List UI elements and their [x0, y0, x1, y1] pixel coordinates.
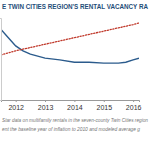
x-tick-mark [133, 100, 134, 102]
x-tick-label: 2016 [126, 104, 142, 111]
y-axis-line [0, 19, 2, 101]
plot-area [1, 23, 139, 63]
x-axis-line [2, 101, 140, 103]
x-tick: 2014 [67, 100, 83, 111]
x-tick-mark [16, 100, 17, 102]
x-tick: 2016 [126, 100, 142, 111]
x-tick-mark [74, 100, 75, 102]
x-tick-mark [104, 100, 105, 102]
x-tick-label: 2013 [38, 104, 54, 111]
x-tick-label: 2014 [67, 104, 83, 111]
x-tick-label: 2015 [96, 104, 112, 111]
x-tick: 2013 [38, 100, 54, 111]
x-tick-mark [45, 100, 46, 102]
series-line [1, 23, 139, 55]
x-tick-label: 2012 [8, 104, 24, 111]
y-axis [0, 19, 2, 101]
series-line [1, 29, 139, 63]
title: E TWIN CITIES REGION'S RENTAL VACANCY RA [2, 3, 148, 10]
x-tick: 2012 [8, 100, 24, 111]
footnote: ent the baseline year of inflation to 20… [2, 126, 140, 132]
footnote: Star data on multifamily rentals in the … [2, 117, 148, 123]
chart: E TWIN CITIES REGION'S RENTAL VACANCY RA… [0, 0, 150, 150]
x-tick: 2015 [96, 100, 112, 111]
background [0, 0, 150, 150]
x-axis: 2012 2013 2014 2015 2016 [2, 100, 142, 111]
